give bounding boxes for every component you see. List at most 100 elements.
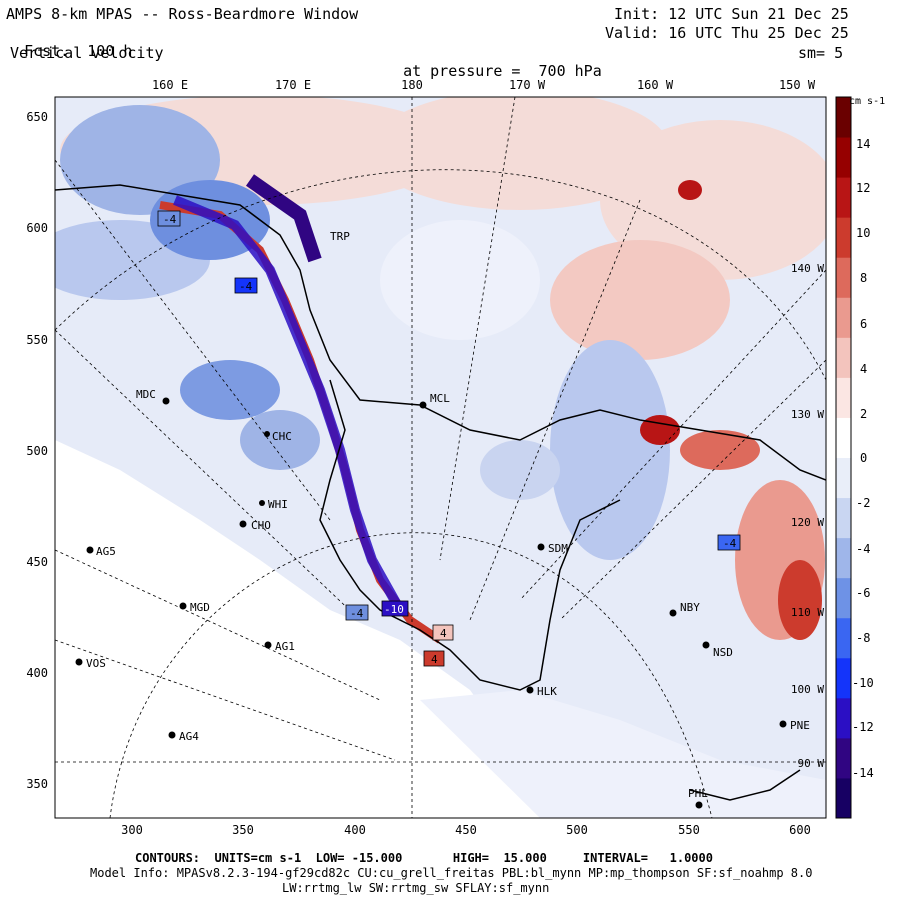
station-label: VOS xyxy=(86,657,106,670)
station-label: AG5 xyxy=(96,545,116,558)
x-tick: 600 xyxy=(789,823,811,837)
colorbar-label: 14 xyxy=(856,137,870,151)
station-label: CHC xyxy=(272,430,292,443)
top-lon-labels: 160 E 170 E 180 170 W 160 W 150 W xyxy=(152,78,816,92)
fcst-hours: 100 h xyxy=(87,42,133,60)
station-dot xyxy=(264,641,272,649)
lon-label: 170 W xyxy=(509,78,546,92)
station-label: PHL xyxy=(688,787,708,800)
station-label: HLK xyxy=(537,685,557,698)
station-dot xyxy=(702,641,710,649)
y-tick: 500 xyxy=(26,444,48,458)
x-tick: 450 xyxy=(455,823,477,837)
x-tick: 550 xyxy=(678,823,700,837)
colorbar-labels: 14 12 10 8 6 4 2 0 -2 -4 -6 -8 -10 -12 -… xyxy=(852,137,874,780)
colorbar-label: -10 xyxy=(852,676,874,690)
x-tick: 300 xyxy=(121,823,143,837)
colorbar-swatch xyxy=(836,337,851,378)
smoothing: sm= 5 xyxy=(798,44,844,62)
colorbar-label: 2 xyxy=(860,407,867,421)
y-tick: 450 xyxy=(26,555,48,569)
colorbar-swatch xyxy=(836,577,851,619)
colorbar-frame xyxy=(835,96,852,819)
station-dot xyxy=(259,500,265,506)
station-dot xyxy=(239,520,247,528)
boxed-value: 4 xyxy=(440,627,447,640)
colorbar-swatch xyxy=(836,537,851,579)
y-tick: 350 xyxy=(26,777,48,791)
colorbar-units: cm s-1 xyxy=(849,96,885,107)
colorbar-label: -8 xyxy=(856,631,870,645)
valid-time: Valid: 16 UTC Thu 25 Dec 25 xyxy=(605,24,849,42)
lon-label: 130 W xyxy=(791,408,824,421)
boxed-value: -10 xyxy=(384,603,404,616)
right-lon-labels: 140 W 130 W 120 W 110 W 100 W 90 W xyxy=(791,262,824,770)
station-label: AG4 xyxy=(179,730,199,743)
station-label: MDC xyxy=(136,388,156,401)
x-axis-labels: 300 350 400 450 500 550 600 xyxy=(121,823,811,837)
station-label: CHO xyxy=(251,519,271,532)
map-frame xyxy=(54,96,827,819)
colorbar-label: -14 xyxy=(852,766,874,780)
extreme-boxes: -4 4 4 -4 -4 -4 -10 xyxy=(157,210,741,667)
lon-label: 110 W xyxy=(791,606,824,619)
colorbar-swatch xyxy=(836,617,851,659)
boxed-value: -4 xyxy=(350,607,364,620)
station-label: TRP xyxy=(330,230,350,243)
forecast-label: Fcst. 100 h xyxy=(6,24,132,60)
station-dot xyxy=(86,546,94,554)
station-label: MCL xyxy=(430,392,450,405)
y-tick: 600 xyxy=(26,221,48,235)
colorbar-swatch xyxy=(836,497,851,539)
station-label: NSD xyxy=(713,646,733,659)
x-tick: 500 xyxy=(566,823,588,837)
station-dot xyxy=(179,602,187,610)
level-value: 700 hPa xyxy=(538,62,602,80)
lon-label: 90 W xyxy=(798,757,825,770)
station-label: PNE xyxy=(790,719,810,732)
level-label: at pressure = xyxy=(403,62,521,80)
colorbar xyxy=(835,96,852,819)
colorbar-label: 8 xyxy=(860,271,867,285)
y-tick: 400 xyxy=(26,666,48,680)
colorbar-swatch xyxy=(836,777,851,819)
contour-info: CONTOURS: UNITS=cm s-1 LOW= -15.000 HIGH… xyxy=(135,851,713,865)
colorbar-swatch xyxy=(836,737,851,779)
colorbar-label: -12 xyxy=(852,720,874,734)
map-field xyxy=(55,97,826,818)
station-dot xyxy=(779,720,787,728)
x-tick: 350 xyxy=(232,823,254,837)
station-dot xyxy=(168,731,176,739)
colorbar-label: 12 xyxy=(856,181,870,195)
station-label: AG1 xyxy=(275,640,295,653)
station-dot xyxy=(669,609,677,617)
colorbar-label: 10 xyxy=(856,226,870,240)
station-dot xyxy=(526,686,534,694)
station-dot xyxy=(537,543,545,551)
lon-label: 160 E xyxy=(152,78,188,92)
boxed-value: -4 xyxy=(163,213,177,226)
init-time: Init: 12 UTC Sun 21 Dec 25 xyxy=(614,5,849,23)
colorbar-label: -4 xyxy=(856,542,870,556)
station-dot xyxy=(419,401,427,409)
station-dot xyxy=(264,431,270,437)
model-info: Model Info: MPASv8.2.3-194-gf29cd82c CU:… xyxy=(90,866,813,880)
lon-label: 140 W xyxy=(791,262,824,275)
physics-info: LW:rrtmg_lw SW:rrtmg_sw SFLAY:sf_mynn xyxy=(282,881,550,895)
station-dot xyxy=(162,397,170,405)
colorbar-label: -6 xyxy=(856,586,870,600)
colorbar-swatch xyxy=(836,217,851,258)
boxed-value: -4 xyxy=(723,537,737,550)
colorbar-swatch xyxy=(836,417,851,458)
colorbar-swatch xyxy=(836,297,851,338)
pressure-level: at pressure = 700 hPa xyxy=(385,44,602,80)
boxed-value: -4 xyxy=(239,280,253,293)
station-label: SDM xyxy=(548,542,568,555)
colorbar-swatch xyxy=(836,457,851,499)
colorbar-swatch xyxy=(836,377,851,418)
y-tick: 650 xyxy=(26,110,48,124)
colorbar-swatch xyxy=(836,657,851,699)
station-dot xyxy=(75,658,83,666)
map-title: AMPS 8-km MPAS -- Ross-Beardmore Window xyxy=(6,5,359,23)
